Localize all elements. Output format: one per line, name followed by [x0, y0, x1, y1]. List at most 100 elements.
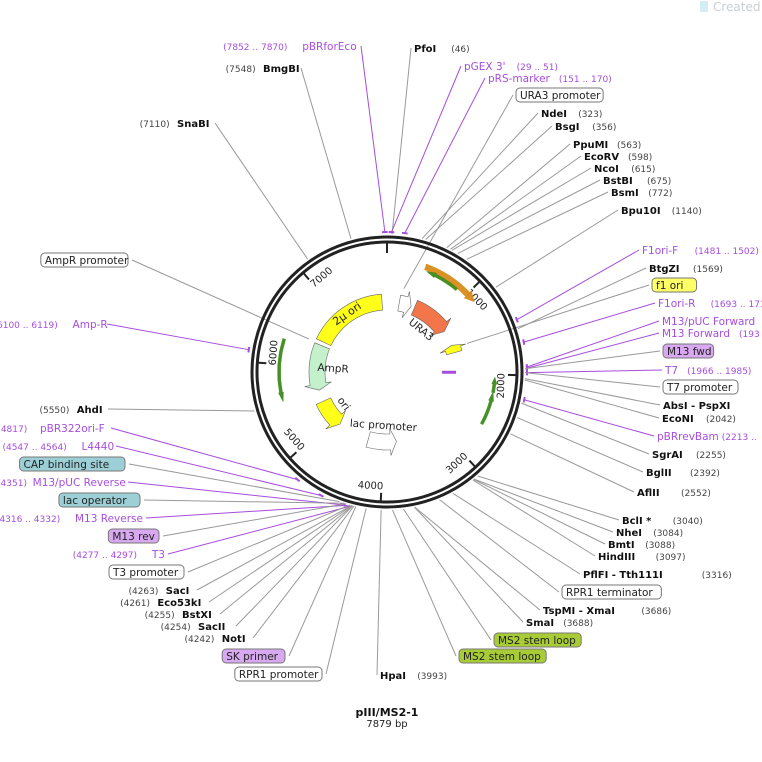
map-label-enzyme[interactable]: BstBI (675) — [603, 176, 671, 187]
map-label-primer[interactable]: Amp-R (6100 .. 6119) — [0, 319, 108, 331]
map-label-enzyme[interactable]: AbsI - PspXI(2 — [663, 401, 762, 412]
map-label-enzyme[interactable]: PpuMI (563) — [573, 140, 641, 151]
ring-tick-label: 6000 — [268, 340, 281, 366]
map-label-enzyme[interactable]: SgrAI (2255) — [652, 450, 726, 461]
map-label-feature[interactable]: RPR1 promoter — [234, 666, 323, 682]
map-label-feature[interactable]: RPR1 terminator — [561, 584, 662, 600]
label-leader-line — [421, 112, 539, 239]
map-label-primer[interactable]: L4440 (4547 .. 4564) — [2, 441, 114, 453]
map-label-feature[interactable]: AmpR promoter — [40, 252, 129, 268]
map-label-feature[interactable]: M13 rev — [107, 528, 160, 544]
map-label-feature[interactable]: lac operator — [58, 492, 141, 508]
map-label-enzyme[interactable]: AflII (2552) — [637, 488, 711, 499]
primer-name: pGEX 3' — [464, 61, 506, 73]
plasmid-name: pIII/MS2-1 — [355, 706, 419, 719]
map-label-enzyme[interactable]: PflFI - Tth111I (3316) — [583, 570, 732, 581]
enzyme-name: AflII — [637, 488, 660, 499]
site-position: (1140) — [672, 207, 702, 217]
map-label-feature[interactable]: T7 promoter — [662, 379, 739, 395]
map-label-enzyme[interactable]: BmtI (3088) — [608, 540, 675, 551]
map-label-enzyme[interactable]: EcoNI (2042) — [662, 414, 736, 425]
map-label-enzyme[interactable]: BsmI (772) — [611, 188, 672, 199]
site-position: (2213 .. — [722, 433, 757, 443]
feature-label-text: T7 promoter — [666, 382, 733, 394]
label-leader-line — [526, 332, 660, 369]
label-leader-line — [403, 94, 514, 289]
map-label-feature[interactable]: M13 fwd — [662, 343, 715, 359]
enzyme-name: PpuMI — [573, 140, 608, 151]
map-label-primer[interactable]: pGEX 3' (29 .. 51) — [464, 61, 558, 73]
map-label-enzyme[interactable]: BglII (2392) — [646, 468, 720, 479]
label-leader-line — [466, 284, 650, 344]
map-label-enzyme[interactable]: TspMI - XmaI (3686) — [543, 606, 671, 617]
map-label-enzyme[interactable]: NdeI (323) — [541, 109, 602, 120]
map-label-feature[interactable]: MS2 stem loop — [458, 648, 547, 664]
label-leader-line — [288, 506, 357, 657]
primer-name: F1ori-R — [658, 298, 695, 310]
map-label-primer[interactable]: F1ori-R (1693 .. 171 — [658, 298, 762, 310]
enzyme-name: AhdI — [77, 405, 103, 416]
map-label-enzyme[interactable]: BmgBI (7548) — [226, 64, 300, 75]
label-leader-line — [300, 67, 352, 239]
map-label-enzyme[interactable]: PfoI (46) — [414, 44, 470, 55]
enzyme-name: BclI * — [622, 516, 652, 527]
map-label-feature[interactable]: f1 ori — [651, 277, 698, 293]
map-label-primer[interactable]: M13/pUC Reverse 4351) — [1, 477, 126, 489]
created-badge[interactable]: Created — [700, 0, 761, 14]
map-label-enzyme[interactable]: HpaI (3993) — [380, 671, 447, 682]
feature-label-box — [662, 379, 739, 395]
map-label-enzyme[interactable]: NheI (3084) — [616, 528, 683, 539]
map-label-primer[interactable]: pRS-marker (151 .. 170) — [488, 73, 612, 85]
map-label-primer[interactable]: pBRforEco (7852 .. 7870) — [223, 41, 357, 53]
label-leader-line — [457, 179, 601, 254]
map-label-enzyme[interactable]: SnaBI (7110) — [140, 119, 210, 130]
map-label-enzyme[interactable]: EcoRV (598) — [584, 152, 652, 163]
map-label-feature[interactable]: URA3 promoter — [515, 87, 604, 103]
primer-name: M13/pUC Reverse — [33, 477, 126, 489]
map-label-enzyme[interactable]: SacI (4263) — [128, 586, 189, 597]
site-position: (7852 .. 7870) — [223, 43, 287, 53]
label-leader-line — [495, 209, 619, 288]
label-leader-line — [107, 408, 255, 412]
map-label-feature[interactable]: T3 promoter — [108, 564, 185, 580]
map-label-enzyme[interactable]: BtgZI (1569) — [649, 264, 723, 275]
map-label-primer[interactable]: T7 (1966 .. 1985) — [664, 365, 751, 377]
map-label-feature[interactable]: MS2 stem loop — [493, 632, 582, 648]
enzyme-name: BglII — [646, 468, 672, 479]
site-position: (356) — [592, 123, 616, 133]
label-leader-line — [473, 478, 606, 545]
map-label-enzyme[interactable]: HindIII (3097) — [598, 552, 686, 563]
label-leader-line — [472, 479, 596, 557]
label-leader-line — [131, 259, 309, 340]
map-label-enzyme[interactable]: Eco53kI (4261) — [120, 598, 201, 609]
map-label-enzyme[interactable]: BsgI (356) — [555, 122, 616, 133]
map-label-primer[interactable]: pBR322ori-F .. 4817) — [0, 423, 105, 435]
map-label-primer[interactable]: T3 (4277 .. 4297) — [73, 549, 165, 561]
map-label-enzyme[interactable]: BclI * (3040) — [622, 516, 703, 527]
map-label-feature[interactable]: CAP binding site — [19, 456, 126, 472]
label-leader-line — [143, 499, 345, 504]
site-position: (563) — [617, 141, 641, 151]
site-position: (4547 .. 4564) — [2, 443, 66, 453]
map-label-enzyme[interactable]: NotI (4242) — [184, 634, 245, 645]
map-label-enzyme[interactable]: SmaI (3688) — [526, 618, 593, 629]
enzyme-name: Eco53kI — [157, 598, 201, 609]
enzyme-name: BsgI — [555, 122, 579, 133]
map-label-primer[interactable]: M13 Reverse (4316 .. 4332) — [0, 513, 143, 525]
label-leader-line — [439, 499, 560, 593]
map-label-enzyme[interactable]: NcoI (615) — [594, 164, 655, 175]
map-label-primer[interactable]: M13 Forward (193 — [662, 328, 760, 340]
map-label-enzyme[interactable]: BstXI (4255) — [145, 610, 212, 621]
map-label-enzyme[interactable]: SacII (4254) — [161, 622, 226, 633]
primer-binding-arrow — [479, 390, 494, 426]
map-label-primer[interactable]: pBRrevBam (2213 .. — [657, 431, 757, 443]
map-label-primer[interactable]: F1ori-F (1481 .. 1502) — [642, 245, 759, 257]
enzyme-name: Bpu10I — [621, 206, 661, 217]
map-label-feature[interactable]: SK primer — [221, 648, 286, 664]
map-label-primer[interactable]: M13/pUC Forward — [662, 316, 755, 328]
site-position: (4316 .. 4332) — [0, 515, 60, 525]
map-label-enzyme[interactable]: AhdI (5550) — [39, 405, 102, 416]
map-label-enzyme[interactable]: Bpu10I (1140) — [621, 206, 702, 217]
site-position: (1693 .. 171 — [711, 300, 762, 310]
label-leader-line — [414, 506, 541, 611]
